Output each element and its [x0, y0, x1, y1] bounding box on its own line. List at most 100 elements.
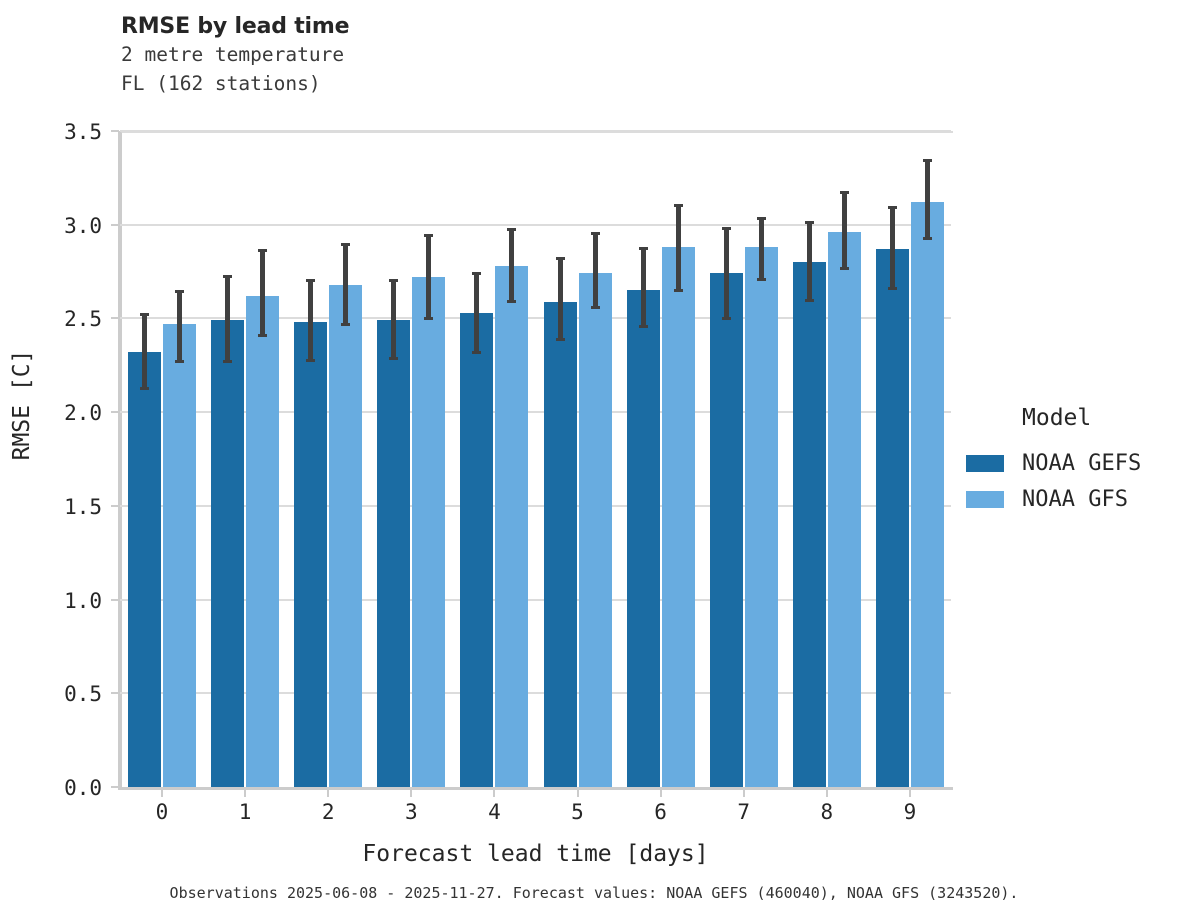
error-bar-cap-upper — [223, 275, 233, 279]
error-bar — [758, 217, 764, 281]
x-tick-mark — [742, 790, 745, 797]
error-bar — [391, 279, 397, 360]
bar[interactable] — [163, 324, 196, 787]
bar[interactable] — [578, 273, 612, 787]
x-tick-label: 9 — [903, 800, 917, 824]
bar[interactable] — [329, 284, 363, 787]
error-bar-cap-lower — [223, 360, 233, 364]
bar[interactable] — [709, 273, 743, 787]
x-tick-mark — [410, 790, 413, 797]
error-bar-cap-lower — [673, 289, 683, 293]
error-bar — [723, 226, 729, 321]
bar[interactable] — [661, 247, 695, 787]
x-tick-mark — [244, 790, 247, 797]
bar[interactable] — [910, 202, 944, 787]
bar[interactable] — [875, 249, 909, 787]
bar[interactable] — [543, 301, 577, 787]
bar[interactable] — [495, 265, 529, 787]
gridline — [120, 692, 951, 695]
error-bar — [474, 271, 480, 355]
x-tick-mark — [161, 790, 163, 797]
error-bar-cap-upper — [472, 271, 482, 275]
error-bar-cap-lower — [306, 358, 316, 362]
error-bar-cap-lower — [175, 360, 184, 364]
error-bar — [592, 232, 598, 310]
gridline — [120, 598, 951, 601]
gridline — [120, 130, 951, 132]
bar[interactable] — [744, 247, 778, 787]
bar[interactable] — [626, 290, 660, 787]
x-tick-mark — [908, 790, 911, 797]
gridline — [120, 411, 951, 414]
x-tick-label: 4 — [488, 800, 501, 824]
error-bar — [225, 275, 231, 364]
legend-label: NOAA GEFS — [1022, 450, 1142, 476]
error-bar-cap-lower — [389, 356, 399, 360]
y-tick-label: 2.0 — [64, 401, 102, 426]
bar[interactable] — [294, 322, 328, 787]
bar[interactable] — [827, 232, 861, 787]
bar[interactable] — [792, 262, 826, 787]
x-tick-label: 3 — [404, 800, 418, 824]
error-bar — [426, 234, 432, 321]
y-axis-line — [118, 131, 121, 790]
error-bar-cap-upper — [507, 228, 517, 232]
error-bar-cap-upper — [389, 279, 399, 283]
error-bar — [509, 228, 515, 304]
x-tick-label: 0 — [155, 800, 169, 824]
error-bar — [806, 220, 812, 302]
error-bar-cap-upper — [140, 312, 149, 316]
error-bar-cap-lower — [140, 386, 149, 390]
x-tick-label: 2 — [321, 800, 335, 824]
error-bar-cap-lower — [472, 351, 482, 355]
x-tick-mark — [659, 790, 662, 797]
error-bar-cap-lower — [590, 306, 600, 310]
error-bar-cap-upper — [804, 220, 814, 224]
y-tick-label: 0.0 — [64, 776, 102, 800]
error-bar-cap-upper — [555, 256, 565, 260]
y-tick-mark — [111, 504, 119, 507]
x-tick-mark — [825, 790, 828, 797]
error-bar-cap-lower — [922, 236, 932, 240]
y-tick-mark — [111, 786, 119, 788]
bar[interactable] — [246, 295, 280, 787]
bar[interactable] — [460, 312, 494, 787]
y-tick-label: 2.5 — [64, 307, 102, 332]
y-tick-mark — [111, 223, 119, 226]
title-block: RMSE by lead time 2 metre temperature FL… — [121, 14, 821, 98]
legend-entries: NOAA GEFS NOAA GFS — [966, 445, 1186, 517]
legend-entry[interactable]: NOAA GFS — [966, 481, 1186, 517]
gridline — [120, 504, 951, 507]
error-bar-cap-upper — [341, 243, 351, 247]
error-bar-cap-upper — [638, 247, 648, 251]
chart-subtitle-variable: 2 metre temperature — [121, 43, 345, 66]
error-bar-cap-lower — [507, 300, 517, 304]
x-axis-label: Forecast lead time [days] — [362, 841, 709, 867]
y-tick-mark — [111, 692, 119, 695]
y-axis-label: RMSE [C] — [9, 349, 35, 461]
legend-swatch — [966, 490, 1004, 508]
error-bar-cap-lower — [887, 287, 897, 291]
y-tick-label: 1.0 — [64, 588, 102, 613]
bar[interactable] — [377, 320, 411, 787]
y-tick-mark — [111, 411, 119, 414]
x-axis-line — [118, 787, 953, 790]
error-bar — [640, 247, 646, 328]
error-bar-cap-upper — [258, 249, 268, 253]
legend-label: NOAA GFS — [1022, 486, 1128, 512]
legend-entry[interactable]: NOAA GEFS — [966, 445, 1186, 481]
page-title: RMSE by lead time — [121, 14, 350, 39]
error-bar-cap-upper — [887, 205, 897, 209]
bar[interactable] — [412, 277, 446, 787]
error-bar-cap-upper — [175, 290, 184, 294]
bar[interactable] — [211, 320, 245, 787]
legend: Model NOAA GEFS NOAA GFS — [966, 405, 1186, 517]
x-tick-label: 7 — [737, 800, 751, 824]
x-tick-label: 5 — [571, 800, 584, 824]
error-bar — [841, 190, 847, 270]
bar[interactable] — [128, 352, 161, 787]
error-bar — [142, 312, 147, 390]
error-bar — [343, 243, 349, 326]
error-bar-cap-upper — [306, 279, 316, 283]
error-bar — [924, 159, 930, 240]
